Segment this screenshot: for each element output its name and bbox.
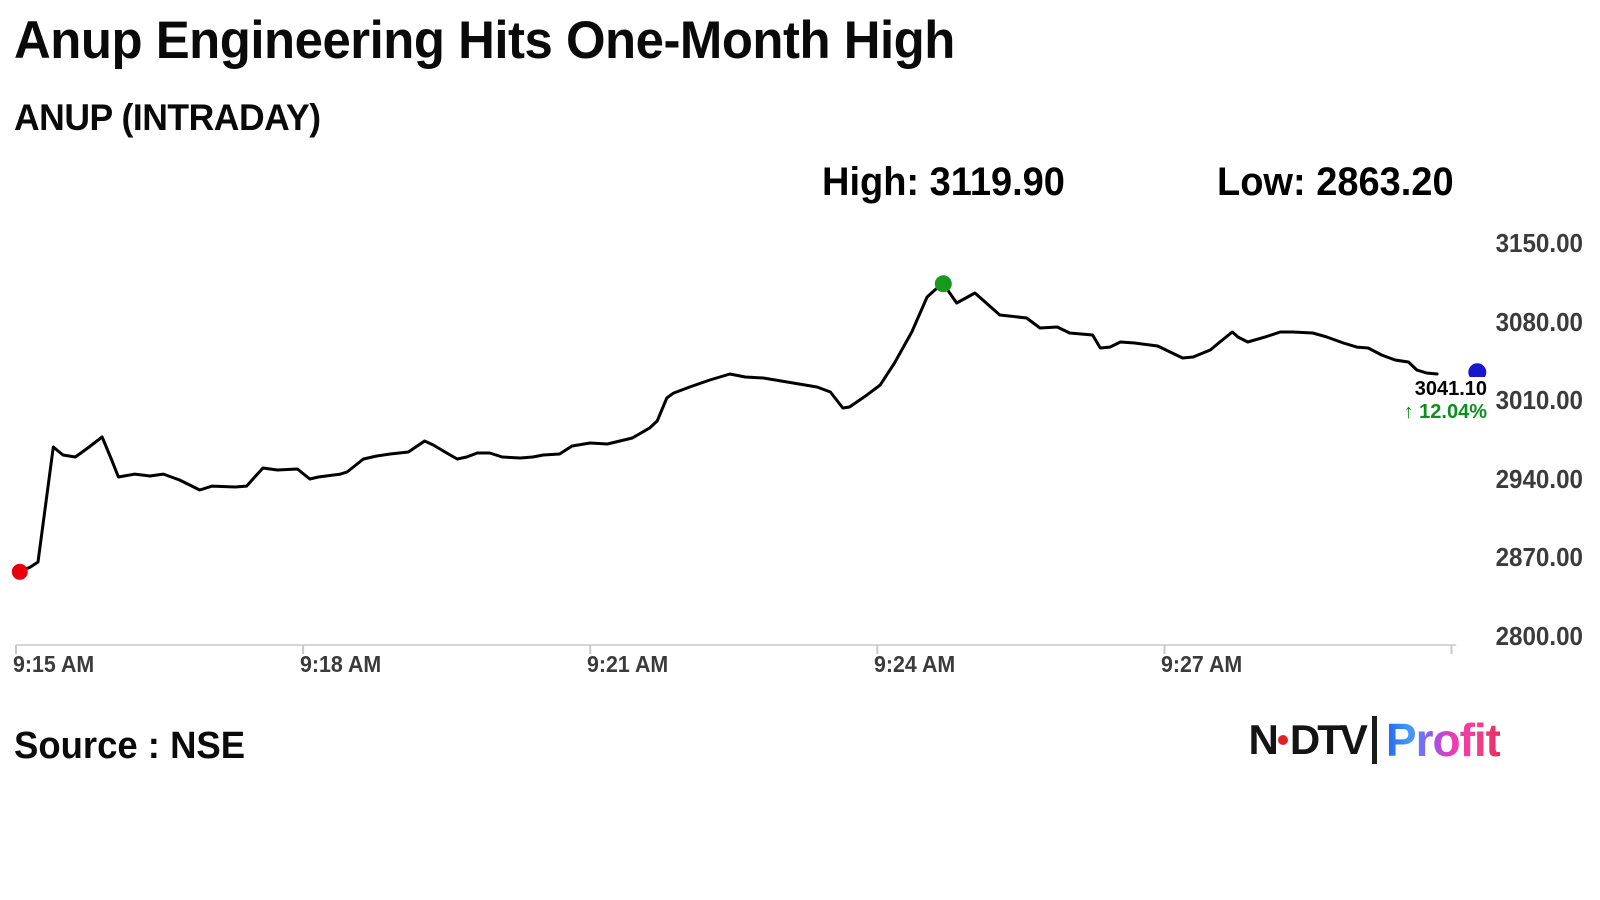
y-tick-label: 3080.00 (1495, 306, 1583, 337)
x-tick-label: 9:27 AM (1161, 651, 1243, 677)
last-price-label: 3041.10 (1408, 377, 1489, 402)
y-tick-label: 2870.00 (1495, 542, 1583, 573)
y-tick-label: 3010.00 (1495, 385, 1583, 416)
price-line (18, 282, 1439, 574)
high-label: High: (822, 160, 920, 204)
x-tick-label: 9:24 AM (874, 651, 956, 677)
low-value: 2863.20 (1316, 160, 1454, 204)
session-low-marker-dot (11, 563, 28, 580)
x-tick-label: 9:15 AM (13, 651, 95, 677)
low-stat: Low: 2863.20 (1217, 160, 1454, 205)
page-title: Anup Engineering Hits One-Month High (14, 11, 955, 70)
ndtv-letters-dtv: DTV (1289, 716, 1368, 763)
high-stat: High: 3119.90 (822, 160, 1065, 205)
y-tick-label: 2940.00 (1495, 463, 1583, 494)
profit-wordmark: Profit (1385, 714, 1501, 766)
x-tick-label: 9:21 AM (587, 651, 669, 677)
source-credit: Source : NSE (14, 725, 246, 767)
logo-divider-bar (1371, 716, 1377, 764)
ndtv-profit-logo: N DTV Profit (1248, 712, 1501, 768)
session-high-marker-dot (934, 275, 952, 293)
low-label: Low: (1217, 160, 1306, 204)
last-change-label: ↑ 12.04% (1403, 401, 1487, 423)
y-tick-label: 3150.00 (1495, 228, 1583, 258)
y-tick-label: 2800.00 (1495, 620, 1583, 651)
symbol-subtitle: ANUP (INTRADAY) (14, 97, 321, 138)
ndtv-letter-n: N (1248, 716, 1279, 763)
ndtv-red-dot-icon (1277, 734, 1288, 745)
high-value: 3119.90 (929, 160, 1065, 204)
ndtv-wordmark: N DTV (1248, 716, 1368, 764)
x-tick-label: 9:18 AM (300, 651, 382, 677)
last-price-marker-dot (1468, 363, 1487, 382)
